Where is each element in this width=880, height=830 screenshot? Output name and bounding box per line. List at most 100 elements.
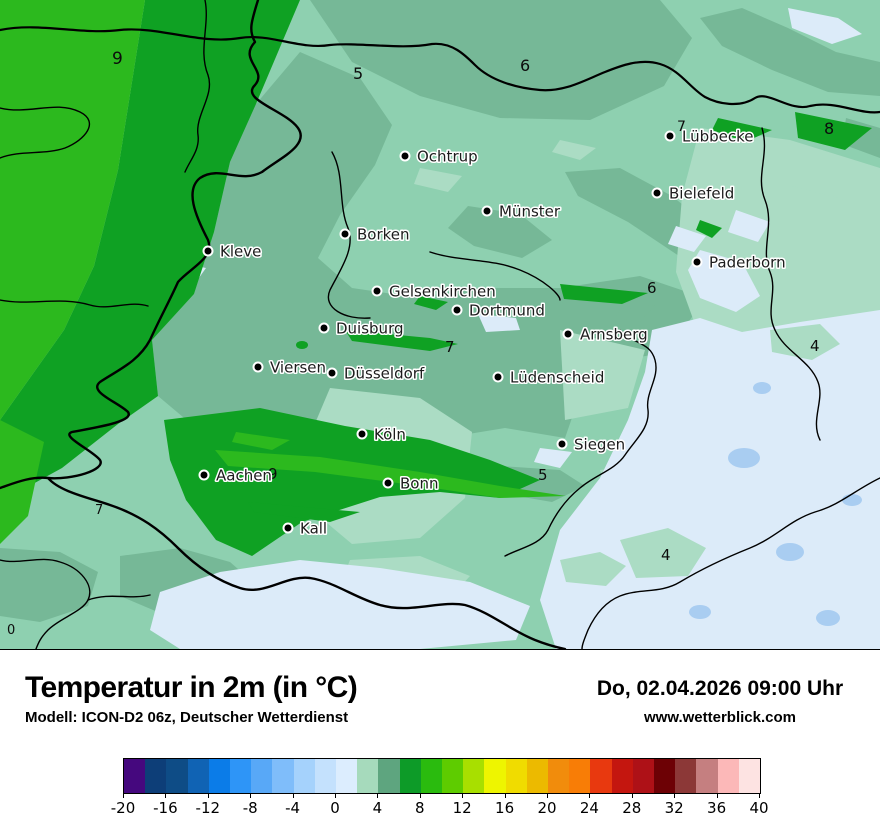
zone-pale-green-islands: [560, 324, 840, 586]
city-dot: [382, 477, 394, 489]
scale-tick-label: 36: [707, 799, 727, 817]
scale-segment: [293, 759, 315, 793]
city-dot: [198, 469, 210, 481]
zone-blue-spots: [689, 382, 862, 626]
scale-tick: [419, 793, 421, 798]
scale-segment: [569, 759, 591, 793]
scale-segment: [738, 759, 761, 793]
scale-tick-label: 0: [330, 799, 340, 817]
scale-tick: [462, 793, 464, 798]
city-label: Bielefeld: [669, 185, 734, 203]
scale-tick: [674, 793, 676, 798]
scale-segment: [336, 759, 358, 793]
city-dot: [326, 367, 338, 379]
scale-tick: [377, 793, 379, 798]
city-label: Münster: [499, 203, 561, 221]
city-marker-bonn: Bonn: [382, 473, 440, 494]
scale-segment: [611, 759, 633, 793]
city-label: Köln: [374, 426, 406, 444]
scale-segment: [187, 759, 209, 793]
scale-tick: [207, 793, 209, 798]
city-dot: [451, 304, 463, 316]
scale-segment: [145, 759, 167, 793]
city-label: Arnsberg: [580, 326, 648, 344]
scale-tick-label: -20: [110, 799, 136, 817]
scale-tick: [165, 793, 167, 798]
city-marker-duisburg: Duisburg: [318, 318, 405, 339]
city-label: Kleve: [220, 243, 261, 261]
scale-tick-label: 8: [415, 799, 425, 817]
temperature-value-label: 0: [7, 623, 15, 638]
temperature-value-label: 9: [268, 465, 278, 483]
scale-tick-label: 32: [664, 799, 684, 817]
city-marker-paderborn: Paderborn: [691, 252, 787, 273]
scale-segment: [654, 759, 676, 793]
scale-tick-label: -16: [153, 799, 178, 817]
scale-segment: [696, 759, 718, 793]
city-marker-ochtrup: Ochtrup: [399, 146, 479, 167]
city-dot: [399, 150, 411, 162]
city-marker-dsseldorf: Düsseldorf: [326, 363, 426, 384]
scale-tick: [123, 793, 124, 798]
city-label: Bonn: [400, 475, 438, 493]
city-dot: [481, 205, 493, 217]
city-dot: [556, 438, 568, 450]
scale-segment: [378, 759, 400, 793]
temperature-value-label: 5: [538, 466, 548, 484]
scale-segment: [463, 759, 485, 793]
scale-tick: [504, 793, 506, 798]
city-dot: [282, 522, 294, 534]
scale-tick-label: 24: [579, 799, 599, 817]
scale-tick-label: -4: [285, 799, 301, 817]
zone-icy-blue: [150, 8, 880, 649]
website-url: www.wetterblick.com: [644, 709, 796, 726]
city-marker-kleve: Kleve: [202, 241, 263, 262]
city-marker-viersen: Viersen: [252, 357, 328, 378]
city-label: Ochtrup: [417, 148, 478, 166]
scale-segment: [717, 759, 739, 793]
city-label: Siegen: [574, 436, 625, 454]
city-dot: [318, 322, 330, 334]
scale-ticks: [123, 793, 760, 799]
admin-borders: [0, 0, 880, 649]
scale-segment: [166, 759, 188, 793]
city-marker-ldenscheid: Lüdenscheid: [492, 367, 606, 388]
scale-segment: [548, 759, 570, 793]
scale-tick-label: 4: [372, 799, 383, 817]
temperature-value-label: 6: [520, 56, 530, 75]
scale-segment: [484, 759, 506, 793]
city-dot: [339, 228, 351, 240]
scale-segment: [505, 759, 527, 793]
scale-tick: [716, 793, 718, 798]
city-marker-arnsberg: Arnsberg: [562, 324, 649, 345]
city-label: Gelsenkirchen: [389, 283, 496, 301]
city-marker-aachen: Aachen: [198, 465, 273, 486]
city-label: Düsseldorf: [344, 365, 425, 383]
city-dot: [252, 361, 264, 373]
city-marker-siegen: Siegen: [556, 434, 627, 455]
scale-segment: [251, 759, 273, 793]
scale-segment: [399, 759, 421, 793]
city-dot: [492, 371, 504, 383]
temperature-value-label: 6: [647, 279, 657, 297]
scale-tick-label: 16: [495, 799, 515, 817]
scale-tick-label: 28: [622, 799, 642, 817]
city-label: Kall: [300, 520, 327, 538]
city-label: Duisburg: [336, 320, 404, 338]
city-label: Lübbecke: [682, 128, 754, 146]
city-marker-borken: Borken: [339, 224, 411, 245]
scale-labels: -20 -16 -12 -8 -4 0 4 8 12 16 20 24 28 32 36 40: [111, 799, 769, 817]
temperature-value-label: 7: [445, 338, 455, 356]
scale-tick-label: 12: [452, 799, 472, 817]
temperature-value-label: 7: [95, 503, 103, 518]
city-label: Dortmund: [469, 302, 545, 320]
city-marker-kln: Köln: [356, 424, 407, 445]
temperature-map: 9 5 6 7 8 6 7 4 9 7 5 4 0 Ochtrup Münster Lübbecke Biele…: [0, 0, 880, 650]
scale-tick: [292, 793, 294, 798]
city-label: Paderborn: [709, 254, 786, 272]
temperature-value-label: 4: [810, 337, 820, 355]
scale-tick-label: 20: [537, 799, 557, 817]
temperature-value-label: 5: [353, 64, 363, 83]
city-label: Viersen: [270, 359, 326, 377]
scale-segment: [208, 759, 231, 793]
